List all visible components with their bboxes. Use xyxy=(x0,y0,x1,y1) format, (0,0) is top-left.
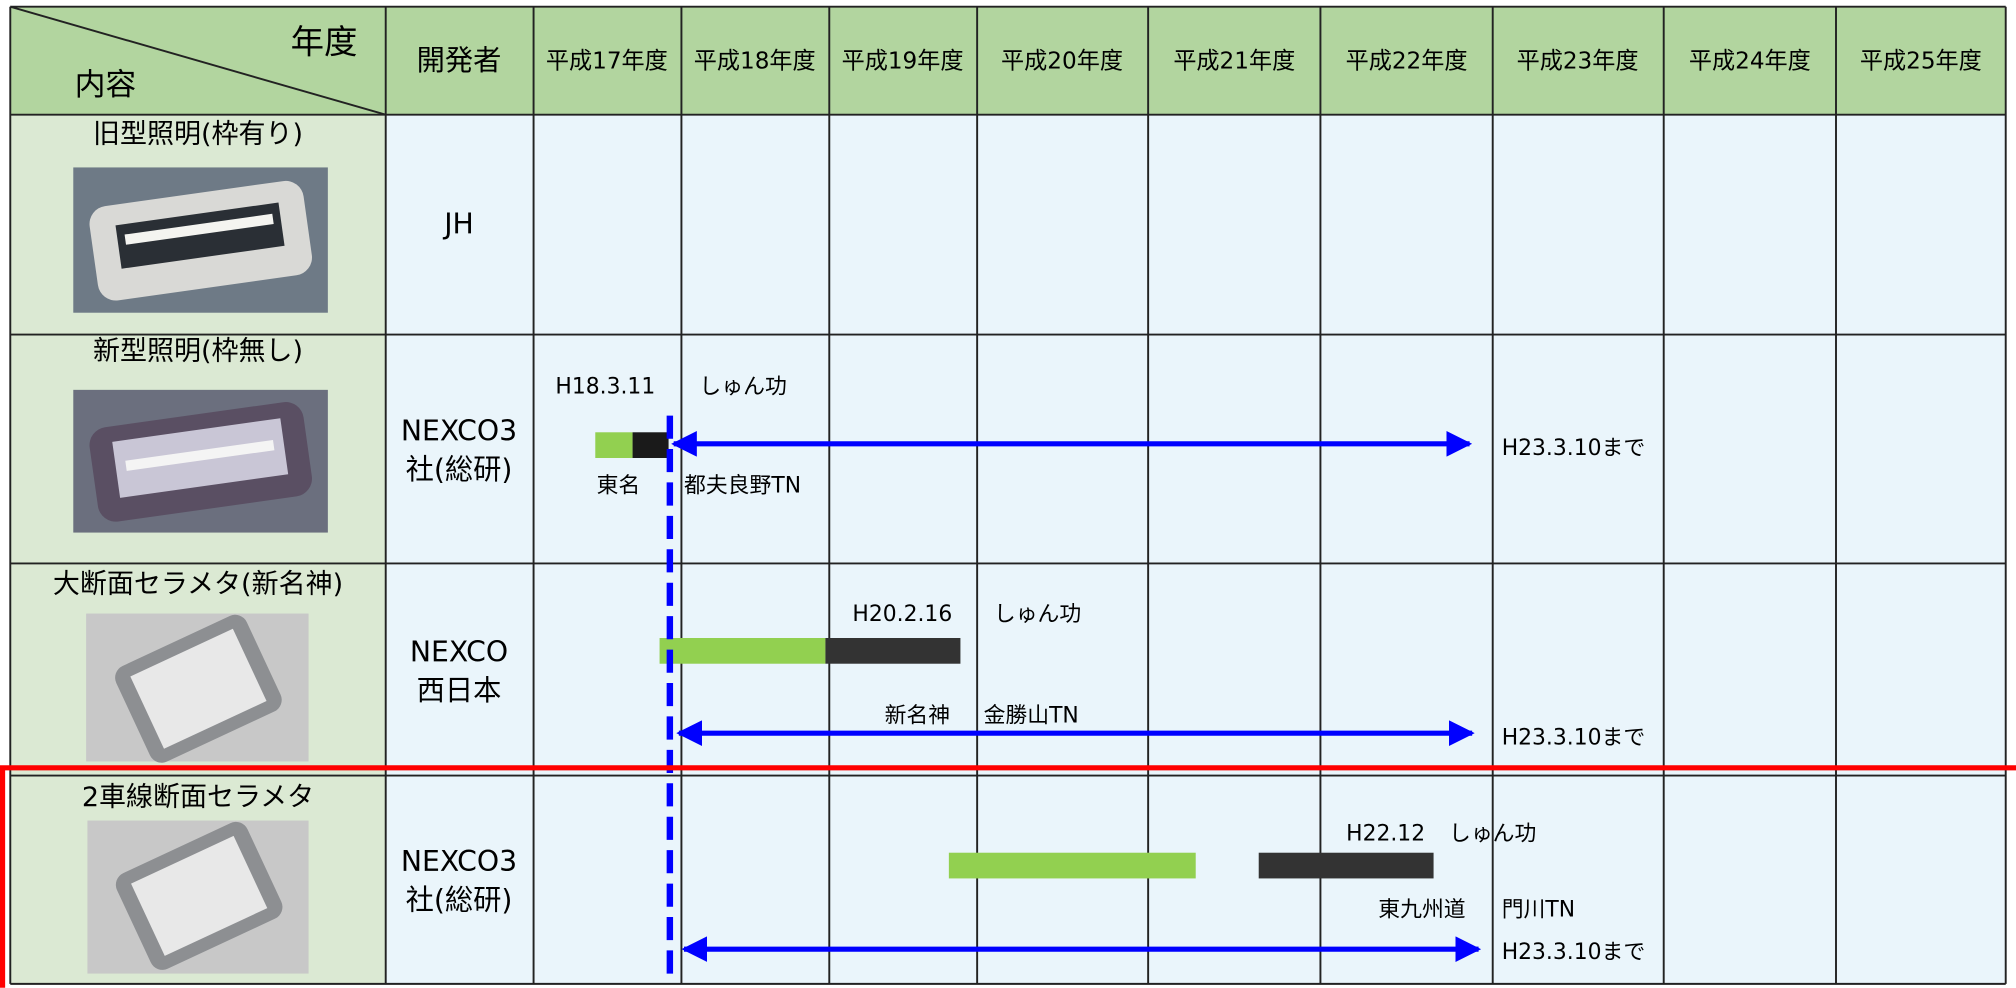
lamp-image xyxy=(73,167,328,313)
annotation: H22.12 xyxy=(1346,822,1425,847)
developer: NEXCO3 xyxy=(401,414,517,447)
annotation: 東名 xyxy=(597,473,641,498)
lamp-image xyxy=(73,389,328,533)
corner-bottom: 内容 xyxy=(75,67,137,103)
annotation: H20.2.16 xyxy=(852,602,952,627)
developer: 社(総研) xyxy=(406,884,513,917)
annotation: しゅん功 xyxy=(1449,822,1536,847)
developer: 西日本 xyxy=(417,674,502,707)
annotation: H23.3.10まで xyxy=(1502,940,1646,965)
annotation: 都夫良野TN xyxy=(684,473,801,498)
year: 平成22年度 xyxy=(1346,49,1468,75)
body-bg xyxy=(385,114,2006,984)
annotation: 金勝山TN xyxy=(984,703,1079,728)
plan-bar xyxy=(948,852,1196,879)
work-bar xyxy=(1258,852,1434,879)
year: 平成20年度 xyxy=(1001,49,1123,75)
year: 平成21年度 xyxy=(1173,49,1295,75)
annotation: H18.3.11 xyxy=(555,374,655,399)
annotation: H23.3.10まで xyxy=(1502,725,1646,750)
annotation: しゅん功 xyxy=(699,374,786,399)
corner-top: 年度 xyxy=(291,23,358,62)
developer-header: 開発者 xyxy=(417,44,502,77)
lamp-image xyxy=(87,820,309,974)
year: 平成17年度 xyxy=(546,49,668,75)
year: 平成19年度 xyxy=(842,49,964,75)
row-title: 2車線断面セラメタ xyxy=(82,782,314,813)
row-title: 旧型照明(枠有り) xyxy=(93,119,303,150)
header-bg xyxy=(10,6,2006,115)
work-bar xyxy=(825,638,961,664)
developer: JH xyxy=(442,207,474,240)
year: 平成23年度 xyxy=(1517,49,1639,75)
developer: NEXCO3 xyxy=(401,845,517,878)
annotation: 新名神 xyxy=(885,703,951,728)
developer: NEXCO xyxy=(410,635,508,668)
year: 平成25年度 xyxy=(1860,49,1982,75)
annotation: H23.3.10まで xyxy=(1502,436,1646,461)
plan-bar xyxy=(659,638,826,664)
lamp-image xyxy=(86,613,309,763)
work-bar xyxy=(632,432,669,458)
annotation: 東九州道 xyxy=(1378,898,1466,923)
row-title: 新型照明(枠無し) xyxy=(93,336,303,367)
highlight-frame xyxy=(0,765,2016,988)
grid xyxy=(9,5,2007,985)
year: 平成24年度 xyxy=(1689,49,1811,75)
annotation: 門川TN xyxy=(1502,898,1575,923)
plan-bar xyxy=(595,432,633,458)
developer: 社(総研) xyxy=(406,453,513,486)
row-title: 大断面セラメタ(新名神) xyxy=(53,569,343,600)
year: 平成18年度 xyxy=(694,49,816,75)
annotation: しゅん功 xyxy=(994,602,1081,627)
